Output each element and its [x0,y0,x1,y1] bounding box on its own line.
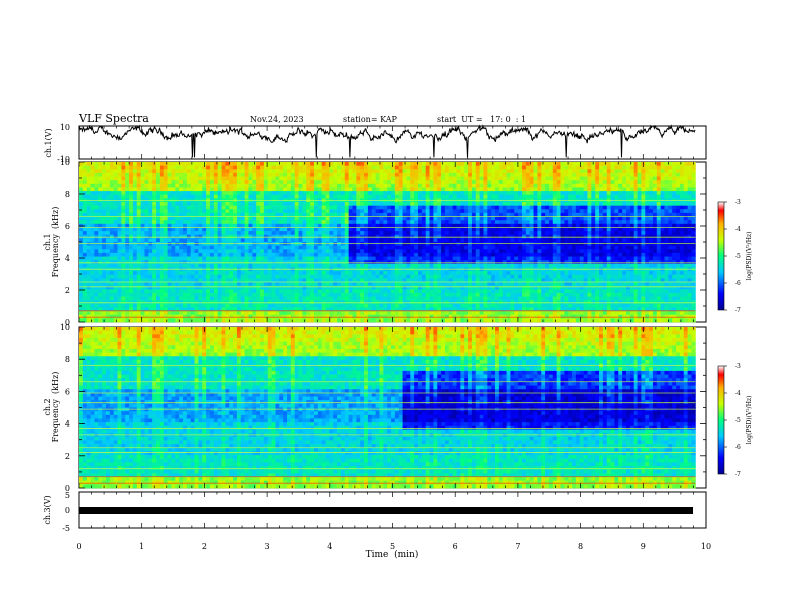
ch1-spectrogram-ytick-0: 0 [65,318,70,327]
ch2-spectrogram-ytick-6: 6 [65,387,70,396]
ch1-spectrogram-ytick-4: 4 [65,254,70,263]
figure-title: VLF Spectra [78,112,149,125]
ch3-waveform-ylabel: ch.3(V) [43,495,52,524]
ch1-colorbar-tick--6: -6 [735,280,741,287]
ch2-spectrogram-ytick-8: 8 [65,355,70,364]
ch2-colorbar [717,365,725,475]
time-tick-1: 1 [139,542,144,551]
start-time-label: start UT = 17: 0 : 1 [437,115,526,124]
ch2-colorbar-tick--3: -3 [735,363,741,370]
time-tick-0: 0 [76,542,81,551]
ch2-colorbar-tick--4: -4 [735,390,741,397]
ch2-spectrogram-image [79,327,696,489]
ch3-waveform-ytick-5: 5 [65,491,70,500]
ch2-spectrogram-ylabel-frequency: Frequency (kHz) [51,372,60,443]
time-tick-9: 9 [641,542,646,551]
time-tick-10: 10 [701,542,711,551]
time-axis: 0 1 2 3 4 5 6 7 8 9 10 [76,126,711,551]
ch1-spectrogram-ylabel: ch.1 [43,233,52,250]
ch1-spectrogram-ytick-10: 10 [60,158,70,167]
ch1-spectrogram-image [79,162,696,323]
ch1-colorbar-tick--3: -3 [735,199,741,206]
ch1-colorbar-label: log(PSD)(V²/Hz) [746,232,753,281]
ch2-spectrogram-ytick-0: 0 [65,484,70,493]
ch1-colorbar-tick--4: -4 [735,226,741,233]
ch3-waveform-ytick-0: 0 [65,506,70,515]
time-tick-5: 5 [390,542,395,551]
ch3-waveform-panel: 5 0 -5 ch.3(V) [43,491,707,533]
ch1-waveform-trace [78,124,696,158]
date-label: Nov.24, 2023 [250,115,304,124]
time-tick-4: 4 [327,542,332,551]
ch2-colorbar-tick--5: -5 [735,417,741,424]
ch2-spectrogram-ytick-10: 10 [60,323,70,332]
ch2-colorbar-label: log(PSD)(V²/Hz) [746,396,753,445]
ch3-waveform-trace [79,507,693,514]
ch1-waveform-ytick-top: 10 [60,123,70,132]
ch1-colorbar-tick--7: -7 [735,307,741,314]
ch2-spectrogram-ylabel: ch.2 [43,398,52,415]
ch2-spectrogram-ytick-4: 4 [65,420,70,429]
time-tick-6: 6 [453,542,458,551]
ch1-spectrogram-ytick-2: 2 [65,286,70,295]
ch1-waveform-ylabel: ch.1(V) [44,128,53,157]
ch1-waveform-ytick-bottom: -10 [57,155,70,164]
ch1-spectrogram-ytick-6: 6 [65,222,70,231]
time-tick-7: 7 [515,542,520,551]
ch1-waveform-frame [78,125,707,160]
ch1-colorbar [717,201,725,311]
ch2-colorbar-tick--7: -7 [735,471,741,478]
time-tick-3: 3 [265,542,270,551]
ch1-spectrogram-ytick-8: 8 [65,190,70,199]
ch2-spectrogram-ytick-2: 2 [65,452,70,461]
ch1-waveform-panel: 10 -10 ch.1(V) [44,123,707,164]
ch3-waveform-ytick-minus5: -5 [62,524,70,533]
time-axis-label: Time (min) [366,549,419,560]
ch1-spectrogram-ylabel-frequency: Frequency (kHz) [51,207,60,278]
ch1-colorbar-tick--5: -5 [735,253,741,260]
ch2-colorbar-tick--6: -6 [735,444,741,451]
time-tick-2: 2 [202,542,207,551]
station-label: station= KAP [343,115,398,124]
time-tick-8: 8 [578,542,583,551]
